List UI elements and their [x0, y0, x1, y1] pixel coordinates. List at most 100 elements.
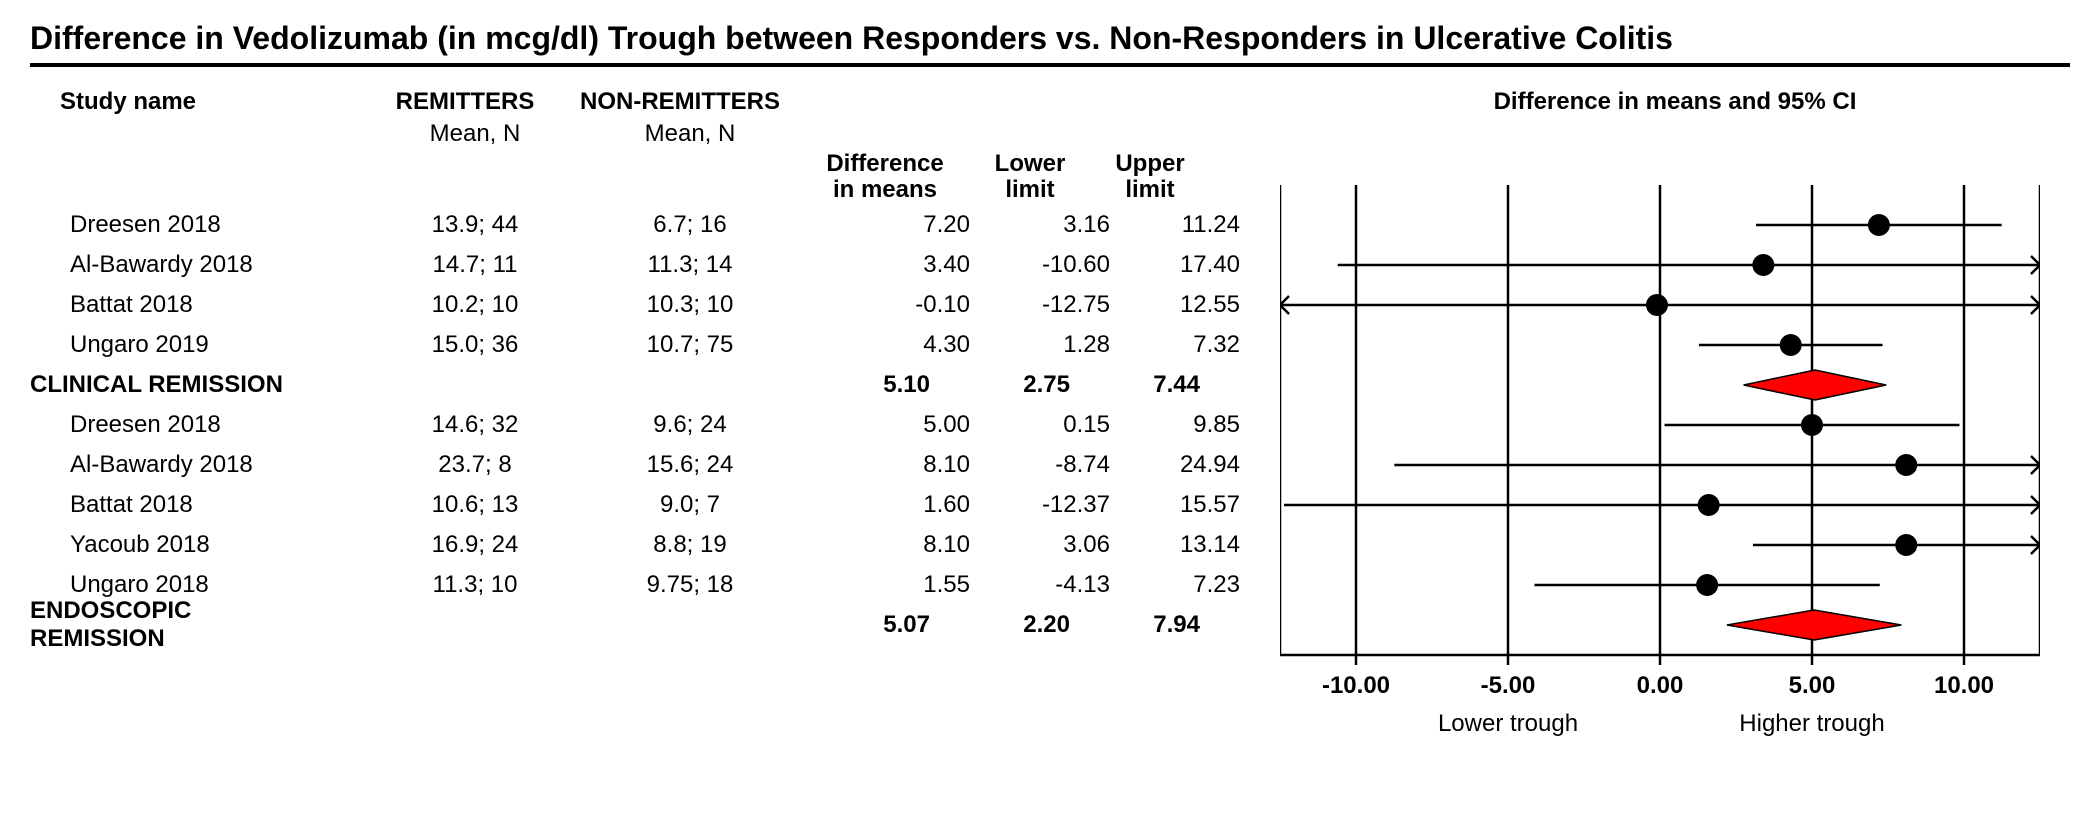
upper-value: 7.32: [1120, 331, 1250, 359]
upper-value: 24.94: [1120, 451, 1250, 479]
hdr-upper-l1: Upper: [1090, 151, 1210, 177]
study-name: Al-Bawardy 2018: [30, 451, 370, 479]
lower-value: 3.06: [990, 531, 1120, 559]
lower-value: -12.37: [990, 491, 1120, 519]
data-table: Study name REMITTERS NON-REMITTERS Mean,…: [30, 85, 1250, 645]
forest-plot-area: Difference in means and 95% CI -10.00 -5.…: [1280, 85, 2070, 749]
table-body: Dreesen 201813.9; 446.7; 167.203.1611.24…: [30, 205, 1250, 645]
hdr-upper-l2: limit: [1090, 177, 1210, 203]
lower-value: -12.75: [990, 291, 1120, 319]
remitters-value: 16.9; 24: [370, 531, 580, 559]
axis-lower-label: Lower trough: [1438, 710, 1578, 737]
lower-value: -10.60: [990, 251, 1120, 279]
upper-value: 7.94: [1080, 611, 1210, 639]
summary-row: CLINICAL REMISSION 5.102.757.44: [30, 365, 1250, 405]
hdr-lower-l2: limit: [970, 177, 1090, 203]
page-title: Difference in Vedolizumab (in mcg/dl) Tr…: [30, 20, 2070, 57]
diff-value: 4.30: [800, 331, 990, 359]
study-name: ENDOSCOPIC REMISSION: [30, 597, 330, 653]
study-name: Al-Bawardy 2018: [30, 251, 370, 279]
remitters-value: 14.6; 32: [370, 411, 580, 439]
lower-value: 3.16: [990, 211, 1120, 239]
nonremitters-value: 9.75; 18: [580, 571, 800, 599]
hdr-nonremitters: NON-REMITTERS: [570, 88, 790, 116]
tick-label: 5.00: [1789, 672, 1836, 699]
study-name: Ungaro 2018: [30, 571, 370, 599]
diff-value: 5.07: [760, 611, 950, 639]
remitters-value: 10.6; 13: [370, 491, 580, 519]
tick-label: -10.00: [1322, 672, 1390, 699]
study-row: Dreesen 201813.9; 446.7; 167.203.1611.24: [30, 205, 1250, 245]
diff-value: 1.55: [800, 571, 990, 599]
tick-label: 10.00: [1934, 672, 1994, 699]
diff-value: -0.10: [800, 291, 990, 319]
remitters-value: 23.7; 8: [370, 451, 580, 479]
upper-value: 13.14: [1120, 531, 1250, 559]
header-row-2: Mean, N Mean, N: [30, 119, 1250, 149]
hdr-diff: Difference in means: [800, 151, 970, 204]
hdr-diff-l1: Difference: [800, 151, 970, 177]
upper-value: 7.44: [1080, 371, 1210, 399]
remitters-value: 15.0; 36: [370, 331, 580, 359]
hdr-remitters: REMITTERS: [360, 88, 570, 116]
hdr-upper: Upper limit: [1090, 151, 1210, 204]
study-name: Dreesen 2018: [30, 211, 370, 239]
study-name: Battat 2018: [30, 491, 370, 519]
study-row: Yacoub 201816.9; 248.8; 198.103.0613.14: [30, 525, 1250, 565]
remitters-value: 14.7; 11: [370, 251, 580, 279]
nonremitters-value: 9.6; 24: [580, 411, 800, 439]
upper-value: 11.24: [1120, 211, 1250, 239]
study-row: Dreesen 201814.6; 329.6; 245.000.159.85: [30, 405, 1250, 445]
diff-value: 5.10: [760, 371, 950, 399]
header-row-1: Study name REMITTERS NON-REMITTERS: [30, 85, 1250, 119]
nonremitters-value: 10.3; 10: [580, 291, 800, 319]
study-row: Ungaro 201915.0; 3610.7; 754.301.287.32: [30, 325, 1250, 365]
tick-label: -5.00: [1481, 672, 1536, 699]
study-name: CLINICAL REMISSION: [30, 371, 330, 399]
study-row: Battat 201810.6; 139.0; 71.60-12.3715.57: [30, 485, 1250, 525]
diff-value: 8.10: [800, 451, 990, 479]
nonremitters-value: 11.3; 14: [580, 251, 800, 279]
remitters-value: 13.9; 44: [370, 211, 580, 239]
diff-value: 5.00: [800, 411, 990, 439]
lower-value: -8.74: [990, 451, 1120, 479]
lower-value: 2.20: [950, 611, 1080, 639]
lower-value: 1.28: [990, 331, 1120, 359]
lower-value: 0.15: [990, 411, 1120, 439]
study-name: Dreesen 2018: [30, 411, 370, 439]
study-row: Al-Bawardy 201823.7; 815.6; 248.10-8.742…: [30, 445, 1250, 485]
header-row-3: Difference in means Lower limit Upper li…: [30, 149, 1250, 205]
axis-higher-label: Higher trough: [1739, 710, 1884, 737]
study-name: Yacoub 2018: [30, 531, 370, 559]
remitters-value: 11.3; 10: [370, 571, 580, 599]
tick-label: 0.00: [1637, 672, 1684, 699]
upper-value: 15.57: [1120, 491, 1250, 519]
summary-row: ENDOSCOPIC REMISSION5.072.207.94: [30, 605, 1250, 645]
upper-value: 7.23: [1120, 571, 1250, 599]
diff-value: 1.60: [800, 491, 990, 519]
hdr-mean-n-1: Mean, N: [370, 120, 580, 148]
hdr-study: Study name: [30, 88, 360, 116]
nonremitters-value: 9.0; 7: [580, 491, 800, 519]
title-rule: [30, 63, 2070, 67]
study-row: Battat 201810.2; 1010.3; 10-0.10-12.7512…: [30, 285, 1250, 325]
upper-value: 12.55: [1120, 291, 1250, 319]
content-wrap: Study name REMITTERS NON-REMITTERS Mean,…: [30, 85, 2070, 749]
hdr-diff-l2: in means: [800, 177, 970, 203]
upper-value: 9.85: [1120, 411, 1250, 439]
forest-plot: -10.00 -5.00 0.00 5.00 10.00 Lower trough High…: [1280, 119, 2040, 749]
study-name: Battat 2018: [30, 291, 370, 319]
hdr-mean-n-2: Mean, N: [580, 120, 800, 148]
nonremitters-value: 6.7; 16: [580, 211, 800, 239]
nonremitters-value: 8.8; 19: [580, 531, 800, 559]
diff-value: 3.40: [800, 251, 990, 279]
upper-value: 17.40: [1120, 251, 1250, 279]
lower-value: 2.75: [950, 371, 1080, 399]
hdr-lower: Lower limit: [970, 151, 1090, 204]
nonremitters-value: 15.6; 24: [580, 451, 800, 479]
lower-value: -4.13: [990, 571, 1120, 599]
remitters-value: 10.2; 10: [370, 291, 580, 319]
diff-value: 8.10: [800, 531, 990, 559]
study-name: Ungaro 2019: [30, 331, 370, 359]
plot-title: Difference in means and 95% CI: [1280, 85, 2070, 119]
